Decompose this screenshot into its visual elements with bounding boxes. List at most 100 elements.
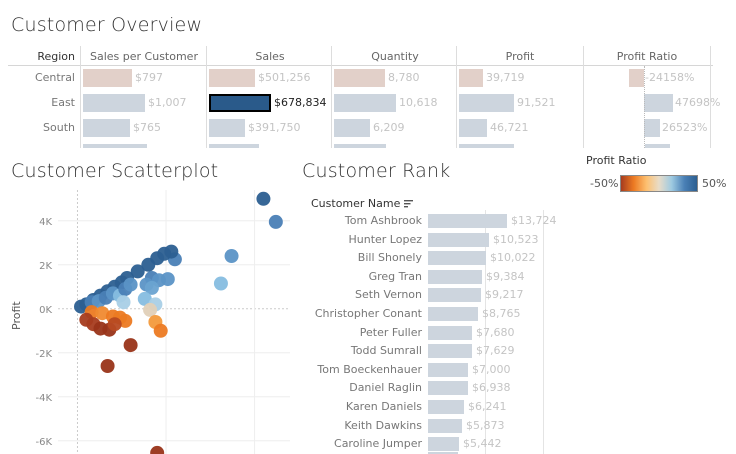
customer-name[interactable]: Caroline Jumper [334,437,422,451]
customer-bar[interactable] [428,251,486,266]
customer-name[interactable]: Christopher Conant [314,307,422,320]
y-tick-label: -4K [35,393,52,404]
column-divider [331,46,332,148]
column-header[interactable]: Sales [255,50,285,63]
region-bar[interactable] [209,94,271,112]
rank-title: Customer Rank [302,160,451,182]
scatter-point[interactable] [116,295,131,310]
scatter-point[interactable] [164,244,179,259]
customer-bar[interactable] [428,269,482,284]
customer-name[interactable]: Hunter Lopez [348,232,422,246]
customer-bar[interactable] [428,288,481,303]
customer-bar[interactable] [428,437,459,452]
scatter-point[interactable] [123,338,138,353]
scatter-title: Customer Scatterplot [11,160,219,182]
customer-value: $7,629 [476,344,515,358]
scatter-point[interactable] [130,264,145,279]
region-value: 47698% [675,96,721,109]
sort-descending-icon[interactable] [403,198,414,211]
scatter-point[interactable] [137,291,152,306]
legend-min-label: -50% [590,177,619,190]
column-header[interactable]: Quantity [371,50,419,63]
region-bar-partial [83,144,147,148]
scatter-point[interactable] [150,445,165,454]
customer-name[interactable]: Tom Ashbrook [344,214,422,227]
region-bar[interactable] [459,94,514,112]
y-tick-label: -6K [35,437,52,448]
region-value: 46,721 [490,121,529,134]
region-bar[interactable] [644,94,673,112]
scatter-point[interactable] [118,313,133,328]
customer-name[interactable]: Greg Tran [368,269,422,283]
customer-name[interactable]: Daniel Raglin [349,381,422,395]
region-bar[interactable] [83,94,145,112]
customer-name[interactable]: Seth Vernon [355,288,422,302]
customer-value: $9,217 [485,288,524,302]
customer-bar[interactable] [428,214,507,228]
column-header[interactable]: Profit [505,50,535,63]
customer-name-header[interactable]: Customer Name [311,197,414,211]
region-label[interactable]: South [43,121,75,134]
customer-value: $5,873 [466,418,505,432]
region-bar[interactable] [334,119,370,137]
legend-gradient [620,175,698,192]
customer-bar[interactable] [428,307,478,321]
customer-value: $9,384 [486,269,525,283]
customer-bar[interactable] [428,418,462,433]
scatter-plot[interactable]: 4K 2K 0K -2K -4K -6K [0,190,300,454]
region-bar[interactable] [459,119,487,137]
customer-bar[interactable] [428,381,468,396]
customer-name-header-label: Customer Name [311,197,401,210]
region-bar-partial [334,144,386,148]
scatter-point[interactable] [160,272,175,287]
customer-name[interactable]: Keith Dawkins [344,418,422,432]
scatter-point[interactable] [143,302,158,317]
region-value: $797 [135,71,163,84]
region-bar[interactable] [209,69,255,87]
customer-bar[interactable] [428,344,472,359]
customer-name[interactable]: Tom Boeckenhauer [317,362,422,376]
column-header[interactable]: Sales per Customer [90,50,198,63]
scatter-point[interactable] [213,276,228,291]
region-bar[interactable] [629,69,644,87]
region-bar[interactable] [644,119,660,137]
region-bar[interactable] [334,69,385,87]
y-tick-label: 0K [39,305,52,316]
customer-name[interactable]: Bill Shonely [357,251,422,265]
scatter-point[interactable] [256,191,271,206]
region-bar[interactable] [83,119,130,137]
column-divider [583,46,584,148]
region-bar[interactable] [459,69,483,87]
customer-bar[interactable] [428,325,472,340]
customer-value: $7,000 [472,362,511,376]
scatter-point[interactable] [100,359,115,373]
scatter-point[interactable] [95,306,110,321]
customer-bar-partial [428,452,458,454]
region-label[interactable]: East [51,96,75,109]
scatter-point[interactable] [144,280,159,295]
customer-bar[interactable] [428,400,464,414]
legend-max-label: 50% [702,177,727,190]
scatter-point[interactable] [107,317,122,332]
scatter-point[interactable] [268,214,283,229]
customer-bar[interactable] [428,362,468,377]
region-value: $1,007 [148,96,187,109]
rank-gridline [485,210,486,454]
customer-name[interactable]: Karen Daniels [345,400,422,413]
customer-bar[interactable] [428,232,489,247]
y-tick-label: 4K [39,217,52,228]
region-bar[interactable] [83,69,132,87]
region-value: $765 [133,121,161,134]
region-label[interactable]: Central [34,71,75,84]
scatter-point[interactable] [123,277,138,292]
column-header[interactable]: Profit Ratio [616,50,678,63]
region-value: 39,719 [486,71,525,84]
customer-name[interactable]: Peter Fuller [359,325,422,339]
scatter-point[interactable] [153,323,168,338]
customer-value: $5,442 [463,437,502,451]
scatter-point[interactable] [224,249,239,263]
region-bar[interactable] [334,94,396,112]
region-bar[interactable] [209,119,245,137]
region-value: 10,618 [399,96,438,109]
customer-name[interactable]: Todd Sumrall [350,344,422,358]
